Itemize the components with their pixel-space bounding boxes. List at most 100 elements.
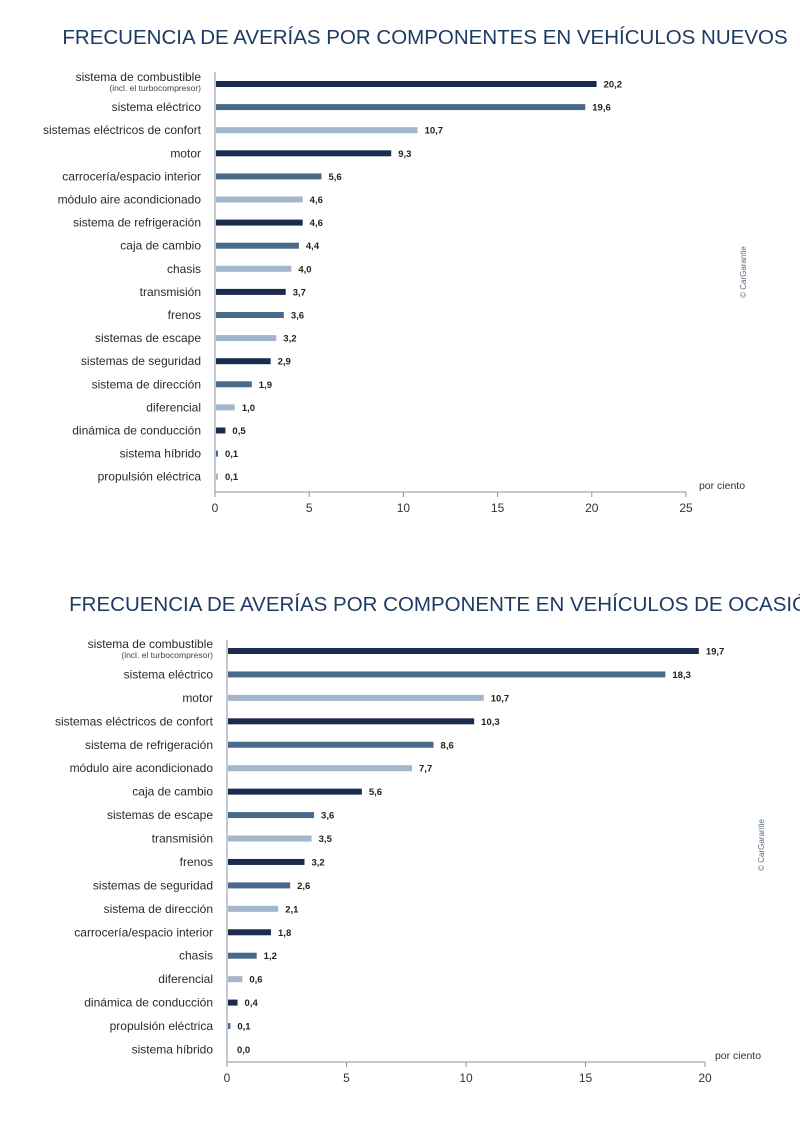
category-label: chasis [179,949,213,963]
credit-label: © CarGarantie [739,246,748,298]
x-tick-label: 10 [459,1071,473,1085]
bar [216,242,299,249]
chart-title: FRECUENCIA DE AVERÍAS POR COMPONENTES EN… [62,26,787,49]
category-label: sistemas de escape [95,331,201,345]
bar [228,718,475,725]
bar [228,882,291,889]
value-label: 3,6 [321,811,334,822]
bar [228,1023,231,1030]
category-label: sistemas eléctricos de confort [55,714,214,728]
category-label: carrocería/espacio interior [74,925,213,939]
category-label: propulsión eléctrica [110,1019,214,1033]
bar [228,648,699,654]
category-label: módulo aire acondicionado [58,193,202,207]
bar [216,150,392,157]
value-label: 7,7 [419,764,432,775]
category-label: chasis [167,262,201,276]
x-tick-label: 20 [585,501,599,515]
category-label: sistema de dirección [104,902,213,916]
category-label: módulo aire acondicionado [70,761,214,775]
chart-used-vehicles: FRECUENCIA DE AVERÍAS POR COMPONENTE EN … [55,593,800,1085]
category-label: carrocería/espacio interior [62,169,201,183]
bar [228,694,484,701]
value-label: 4,6 [310,218,323,229]
value-label: 10,3 [481,717,500,728]
value-label: 0,1 [225,472,239,483]
bar [216,358,271,365]
category-label: sistema eléctrico [112,100,202,114]
value-label: 3,2 [311,857,324,868]
category-label: sistemas de seguridad [81,354,201,368]
x-tick-label: 25 [679,501,693,515]
value-label: 20,2 [604,80,623,91]
bar [228,835,312,842]
category-label: motor [182,691,213,705]
bar [216,473,218,480]
bar [228,929,272,936]
category-label: frenos [168,308,201,322]
bar [228,741,434,748]
bar [228,952,257,959]
x-tick-label: 20 [698,1071,712,1085]
value-label: 18,3 [672,670,691,681]
value-label: 0,5 [232,426,246,437]
value-label: 19,6 [592,103,611,114]
bar [216,312,284,318]
x-tick-label: 5 [306,501,313,515]
bar [228,812,315,819]
bar [216,173,322,180]
value-label: 4,4 [306,241,320,252]
x-tick-label: 0 [212,501,219,515]
value-label: 2,9 [278,357,291,368]
x-tick-label: 5 [343,1071,350,1085]
bar [216,404,235,411]
bar [228,788,362,795]
x-tick-label: 15 [579,1071,593,1085]
value-label: 1,2 [264,951,277,962]
category-label: sistema híbrido [132,1042,214,1056]
bar [228,976,243,983]
category-label: propulsión eléctrica [98,470,202,484]
value-label: 2,6 [297,881,310,892]
value-label: 0,4 [245,998,259,1009]
category-label: sistema de refrigeración [73,216,201,230]
category-label: dinámica de conducción [84,996,213,1010]
bar [228,999,238,1006]
category-label: motor [170,146,201,160]
bar [216,127,418,134]
value-label: 3,5 [319,834,333,845]
bar [228,905,279,912]
value-label: 3,2 [283,334,296,345]
value-label: 10,7 [491,693,510,704]
value-label: 1,9 [259,380,272,391]
category-label: transmisión [152,832,213,846]
category-label: diferencial [146,400,201,414]
bar [216,196,303,203]
bar [216,288,286,295]
category-label: sistema de refrigeración [85,738,213,752]
bar [216,265,292,272]
category-label: dinámica de conducción [72,424,201,438]
value-label: 5,6 [369,787,382,798]
value-label: 4,6 [310,195,323,206]
value-label: 1,8 [278,928,291,939]
category-label: diferencial [158,972,213,986]
category-label: frenos [180,855,213,869]
category-label: caja de cambio [120,239,201,253]
value-label: 0,1 [237,1022,251,1033]
value-label: 9,3 [398,149,411,160]
x-axis-label: por ciento [699,480,745,492]
value-label: 3,6 [291,311,304,322]
x-axis-label: por ciento [715,1050,761,1062]
bar [216,335,277,342]
category-note: (incl. el turbocompresor) [109,83,201,93]
chart-new-vehicles: FRECUENCIA DE AVERÍAS POR COMPONENTES EN… [43,26,788,515]
bar [216,450,218,457]
x-tick-label: 0 [224,1071,231,1085]
category-label: sistemas de escape [107,808,213,822]
x-tick-label: 15 [491,501,505,515]
bar [216,81,597,87]
value-label: 1,0 [242,403,255,414]
x-tick-label: 10 [397,501,411,515]
